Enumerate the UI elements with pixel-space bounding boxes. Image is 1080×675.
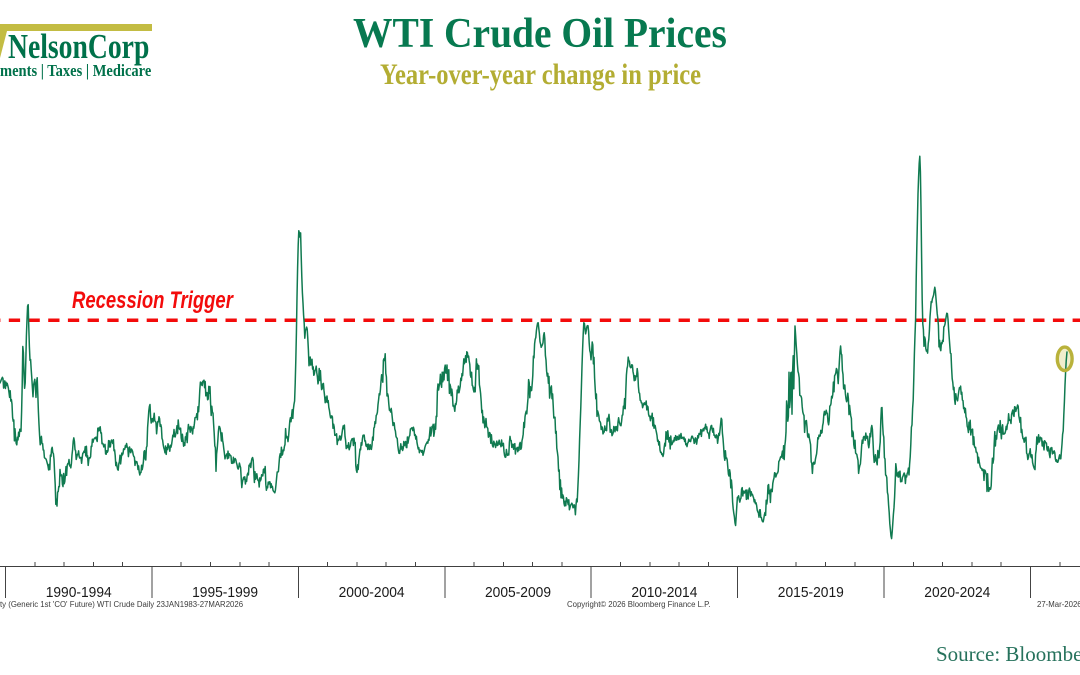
- svg-text:2000-2004: 2000-2004: [339, 584, 405, 601]
- svg-text:1990-1994: 1990-1994: [46, 584, 112, 601]
- svg-text:2005-2009: 2005-2009: [485, 584, 551, 601]
- svg-text:2010-2014: 2010-2014: [631, 584, 697, 601]
- svg-text:2020-2024: 2020-2024: [924, 584, 990, 601]
- svg-text:2015-2019: 2015-2019: [778, 584, 844, 601]
- svg-text:1995-1999: 1995-1999: [192, 584, 258, 601]
